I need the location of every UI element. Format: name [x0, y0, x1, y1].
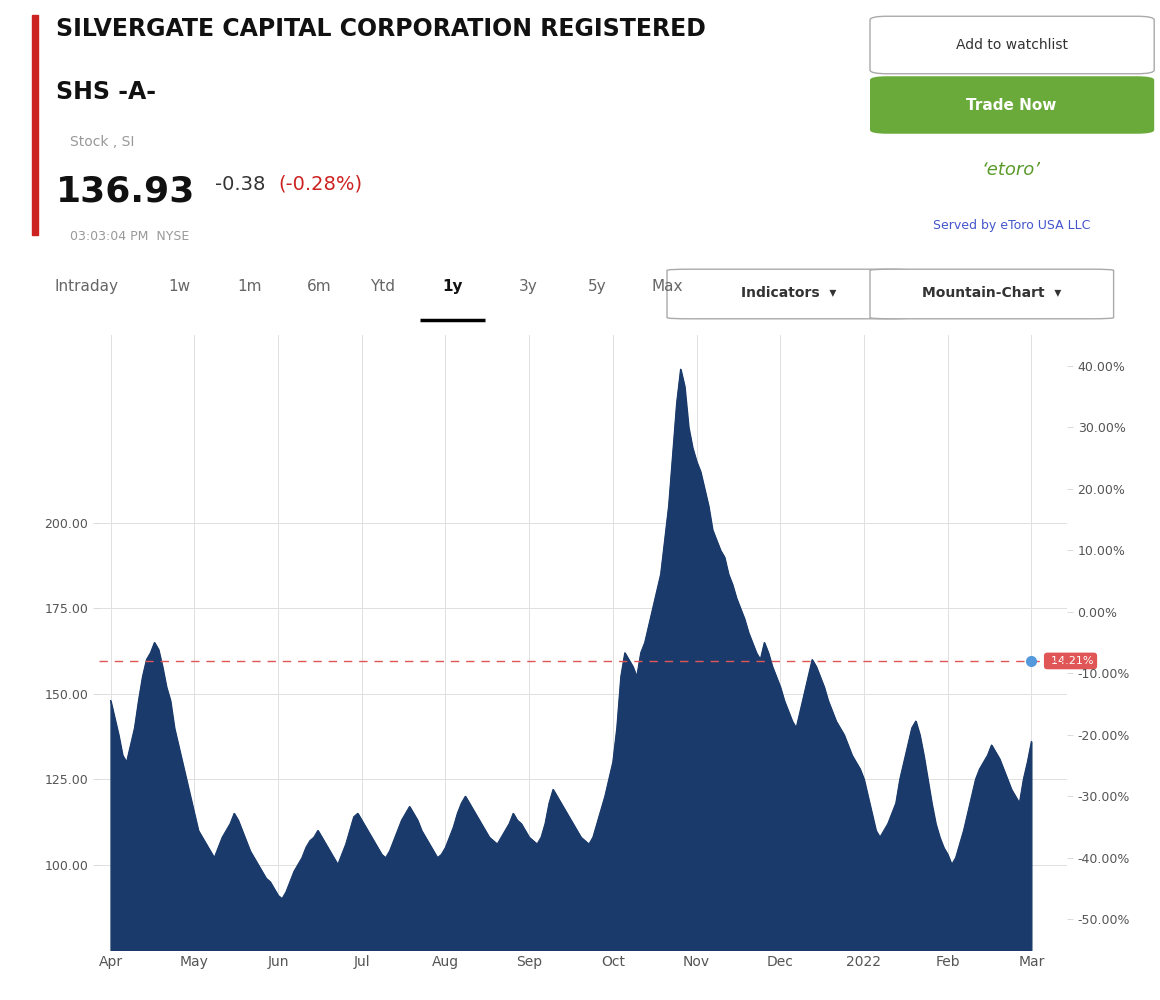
Text: Served by eToro USA LLC: Served by eToro USA LLC [933, 219, 1090, 232]
FancyBboxPatch shape [870, 76, 1154, 134]
Text: Intraday: Intraday [55, 279, 119, 294]
Text: 1m: 1m [237, 279, 262, 294]
Text: -14.21%: -14.21% [1047, 656, 1094, 666]
Text: Max: Max [651, 279, 683, 294]
Text: 1w: 1w [168, 279, 191, 294]
Bar [32, 15, 38, 235]
Text: SHS -A-: SHS -A- [56, 80, 155, 104]
Text: Stock , SI: Stock , SI [70, 135, 133, 149]
Text: Mountain-Chart  ▾: Mountain-Chart ▾ [922, 286, 1061, 300]
Text: 5y: 5y [588, 279, 607, 294]
Text: 03:03:04 PM  NYSE: 03:03:04 PM NYSE [70, 230, 189, 243]
FancyBboxPatch shape [870, 269, 1114, 319]
Text: 3y: 3y [519, 279, 537, 294]
Text: Ytd: Ytd [370, 279, 396, 294]
Text: Indicators  ▾: Indicators ▾ [741, 286, 836, 300]
Text: SILVERGATE CAPITAL CORPORATION REGISTERED: SILVERGATE CAPITAL CORPORATION REGISTERE… [56, 17, 705, 41]
FancyBboxPatch shape [667, 269, 911, 319]
Text: ‘etoro’: ‘etoro’ [983, 161, 1041, 179]
Text: Trade Now: Trade Now [966, 98, 1057, 112]
Text: Add to watchlist: Add to watchlist [956, 38, 1067, 52]
Text: 1y: 1y [442, 279, 463, 294]
Text: 6m: 6m [306, 279, 332, 294]
FancyBboxPatch shape [870, 16, 1154, 74]
Text: 136.93: 136.93 [56, 175, 195, 209]
Text: (-0.28%): (-0.28%) [278, 175, 363, 194]
Text: -0.38: -0.38 [215, 175, 264, 194]
